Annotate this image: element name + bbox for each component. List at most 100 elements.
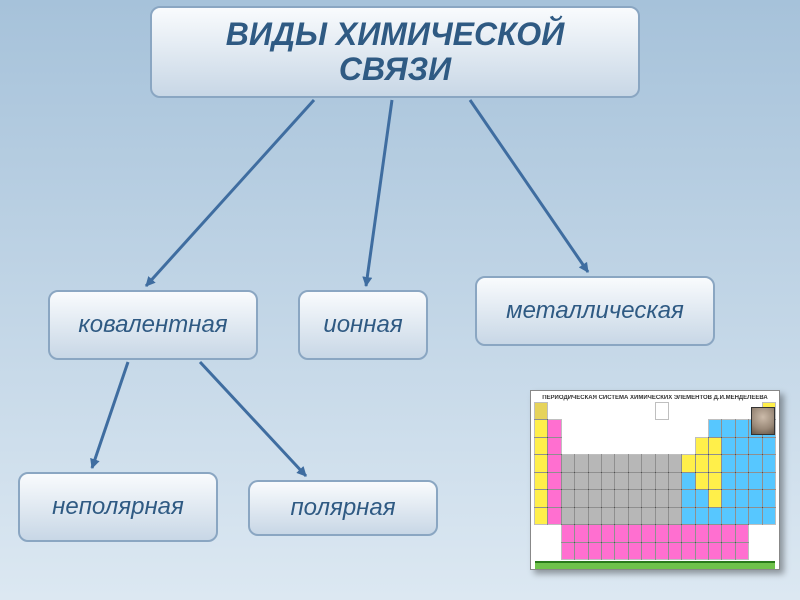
pt-cell bbox=[562, 473, 574, 489]
pt-cell bbox=[615, 438, 627, 454]
pt-cell bbox=[682, 473, 694, 489]
pt-cell bbox=[629, 403, 641, 419]
pt-cell bbox=[763, 473, 775, 489]
pt-cell bbox=[562, 543, 574, 559]
pt-cell bbox=[696, 473, 708, 489]
pt-cell bbox=[669, 490, 681, 506]
pt-cell bbox=[709, 525, 721, 541]
pt-cell bbox=[722, 420, 734, 436]
pt-cell bbox=[575, 473, 587, 489]
pt-cell bbox=[656, 420, 668, 436]
title-line1: ВИДЫ ХИМИЧЕСКОЙ bbox=[226, 17, 564, 52]
pt-cell bbox=[562, 525, 574, 541]
node-nonpolar-label: неполярная bbox=[52, 494, 184, 520]
pt-cell bbox=[575, 525, 587, 541]
periodic-table-title: ПЕРИОДИЧЕСКАЯ СИСТЕМА ХИМИЧЕСКИХ ЭЛЕМЕНТ… bbox=[535, 395, 775, 401]
pt-cell bbox=[629, 438, 641, 454]
pt-cell bbox=[669, 420, 681, 436]
pt-cell bbox=[749, 543, 761, 559]
pt-cell bbox=[656, 508, 668, 524]
pt-cell bbox=[722, 508, 734, 524]
pt-cell bbox=[642, 473, 654, 489]
pt-cell bbox=[615, 543, 627, 559]
pt-cell bbox=[722, 438, 734, 454]
pt-cell bbox=[629, 525, 641, 541]
pt-cell bbox=[736, 420, 748, 436]
pt-cell bbox=[602, 525, 614, 541]
pt-cell bbox=[749, 508, 761, 524]
pt-cell bbox=[736, 525, 748, 541]
pt-cell bbox=[722, 490, 734, 506]
periodic-table-footer-bar bbox=[535, 561, 775, 569]
node-covalent: ковалентная bbox=[48, 290, 258, 360]
pt-cell bbox=[589, 543, 601, 559]
pt-cell bbox=[602, 490, 614, 506]
pt-cell bbox=[669, 543, 681, 559]
pt-cell bbox=[615, 403, 627, 419]
pt-cell bbox=[548, 508, 560, 524]
pt-cell bbox=[709, 455, 721, 471]
pt-cell bbox=[722, 543, 734, 559]
pt-cell bbox=[589, 473, 601, 489]
pt-cell bbox=[736, 490, 748, 506]
pt-cell bbox=[535, 490, 547, 506]
pt-cell bbox=[615, 473, 627, 489]
pt-cell bbox=[696, 525, 708, 541]
node-nonpolar: неполярная bbox=[18, 472, 218, 542]
pt-cell bbox=[589, 420, 601, 436]
pt-cell bbox=[656, 403, 668, 419]
pt-cell bbox=[535, 525, 547, 541]
periodic-table-thumbnail: ПЕРИОДИЧЕСКАЯ СИСТЕМА ХИМИЧЕСКИХ ЭЛЕМЕНТ… bbox=[530, 390, 780, 570]
pt-cell bbox=[602, 438, 614, 454]
pt-cell bbox=[736, 403, 748, 419]
node-metallic-label: металлическая bbox=[506, 298, 684, 324]
pt-cell bbox=[722, 525, 734, 541]
pt-cell bbox=[629, 543, 641, 559]
pt-cell bbox=[696, 455, 708, 471]
pt-cell bbox=[575, 420, 587, 436]
pt-cell bbox=[736, 543, 748, 559]
pt-cell bbox=[669, 438, 681, 454]
pt-cell bbox=[709, 438, 721, 454]
pt-cell bbox=[749, 438, 761, 454]
pt-cell bbox=[602, 473, 614, 489]
pt-cell bbox=[535, 420, 547, 436]
pt-cell bbox=[562, 490, 574, 506]
pt-cell bbox=[589, 525, 601, 541]
pt-cell bbox=[548, 438, 560, 454]
pt-cell bbox=[575, 508, 587, 524]
pt-cell bbox=[642, 525, 654, 541]
pt-cell bbox=[669, 455, 681, 471]
pt-cell bbox=[669, 473, 681, 489]
pt-cell bbox=[602, 508, 614, 524]
pt-cell bbox=[602, 420, 614, 436]
pt-cell bbox=[709, 403, 721, 419]
pt-cell bbox=[722, 403, 734, 419]
pt-cell bbox=[602, 455, 614, 471]
pt-cell bbox=[548, 490, 560, 506]
pt-cell bbox=[656, 543, 668, 559]
pt-cell bbox=[548, 403, 560, 419]
pt-cell bbox=[763, 438, 775, 454]
pt-cell bbox=[736, 508, 748, 524]
pt-cell bbox=[763, 508, 775, 524]
pt-cell bbox=[656, 490, 668, 506]
pt-cell bbox=[682, 508, 694, 524]
pt-cell bbox=[749, 455, 761, 471]
periodic-table-grid bbox=[535, 403, 775, 559]
pt-cell bbox=[696, 490, 708, 506]
pt-cell bbox=[548, 455, 560, 471]
pt-cell bbox=[642, 543, 654, 559]
pt-cell bbox=[642, 420, 654, 436]
pt-cell bbox=[736, 455, 748, 471]
pt-cell bbox=[642, 455, 654, 471]
pt-cell bbox=[535, 473, 547, 489]
pt-cell bbox=[696, 403, 708, 419]
pt-cell bbox=[548, 420, 560, 436]
pt-cell bbox=[709, 420, 721, 436]
pt-cell bbox=[615, 490, 627, 506]
pt-cell bbox=[535, 508, 547, 524]
pt-cell bbox=[656, 473, 668, 489]
pt-cell bbox=[749, 490, 761, 506]
pt-cell bbox=[763, 490, 775, 506]
